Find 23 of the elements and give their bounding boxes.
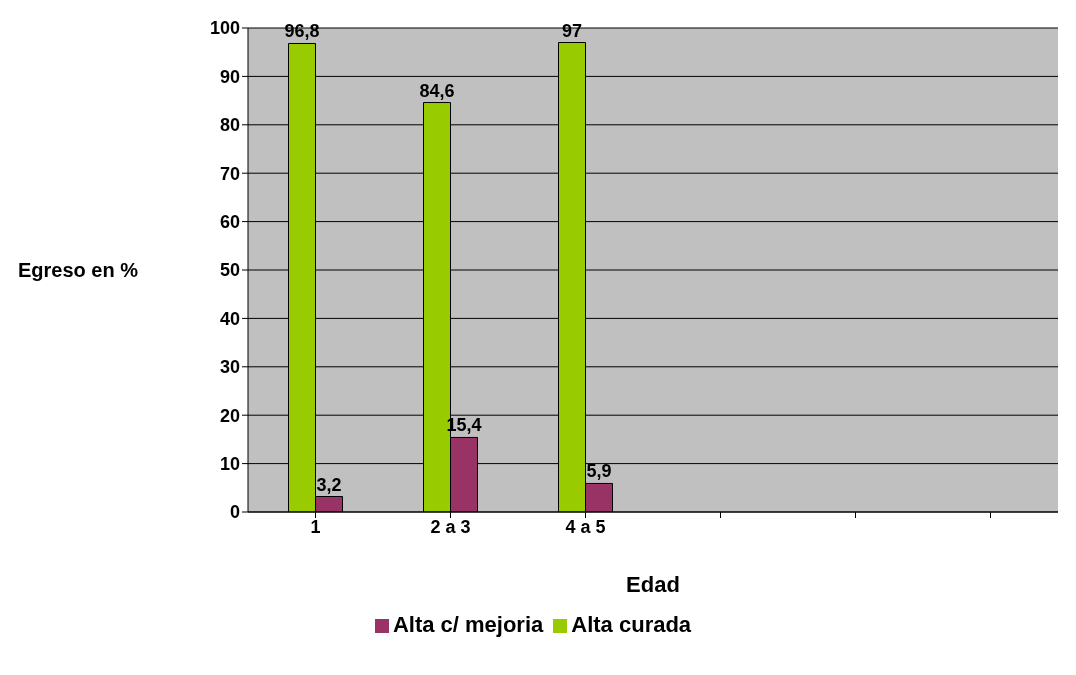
data-label: 5,9	[586, 461, 612, 482]
y-tick-label: 100	[209, 18, 240, 39]
y-tick-label: 80	[219, 115, 240, 136]
y-tick-label: 70	[219, 163, 240, 184]
x-tick-label: 2 a 3	[430, 516, 471, 537]
data-label: 97	[561, 20, 583, 41]
data-label: 84,6	[419, 80, 455, 101]
y-tick-label: 10	[219, 453, 240, 474]
legend-label: Alta curada	[571, 612, 692, 637]
x-tick-label: 1	[310, 516, 321, 537]
y-tick-label: 60	[219, 211, 240, 232]
y-axis-title: Egreso en %	[18, 259, 139, 282]
data-label: 3,2	[316, 474, 342, 495]
x-axis-title: Edad	[626, 572, 680, 597]
y-tick-label: 30	[219, 357, 240, 378]
y-tick-label: 50	[219, 260, 240, 281]
y-tick-label: 90	[219, 66, 240, 87]
y-tick-label: 40	[219, 308, 240, 329]
data-label: 96,8	[284, 21, 320, 42]
y-tick-label: 0	[229, 502, 240, 523]
y-tick-label: 20	[219, 405, 240, 426]
x-tick-label: 4 a 5	[565, 516, 606, 537]
legend-label: Alta c/ mejoria	[392, 612, 544, 637]
